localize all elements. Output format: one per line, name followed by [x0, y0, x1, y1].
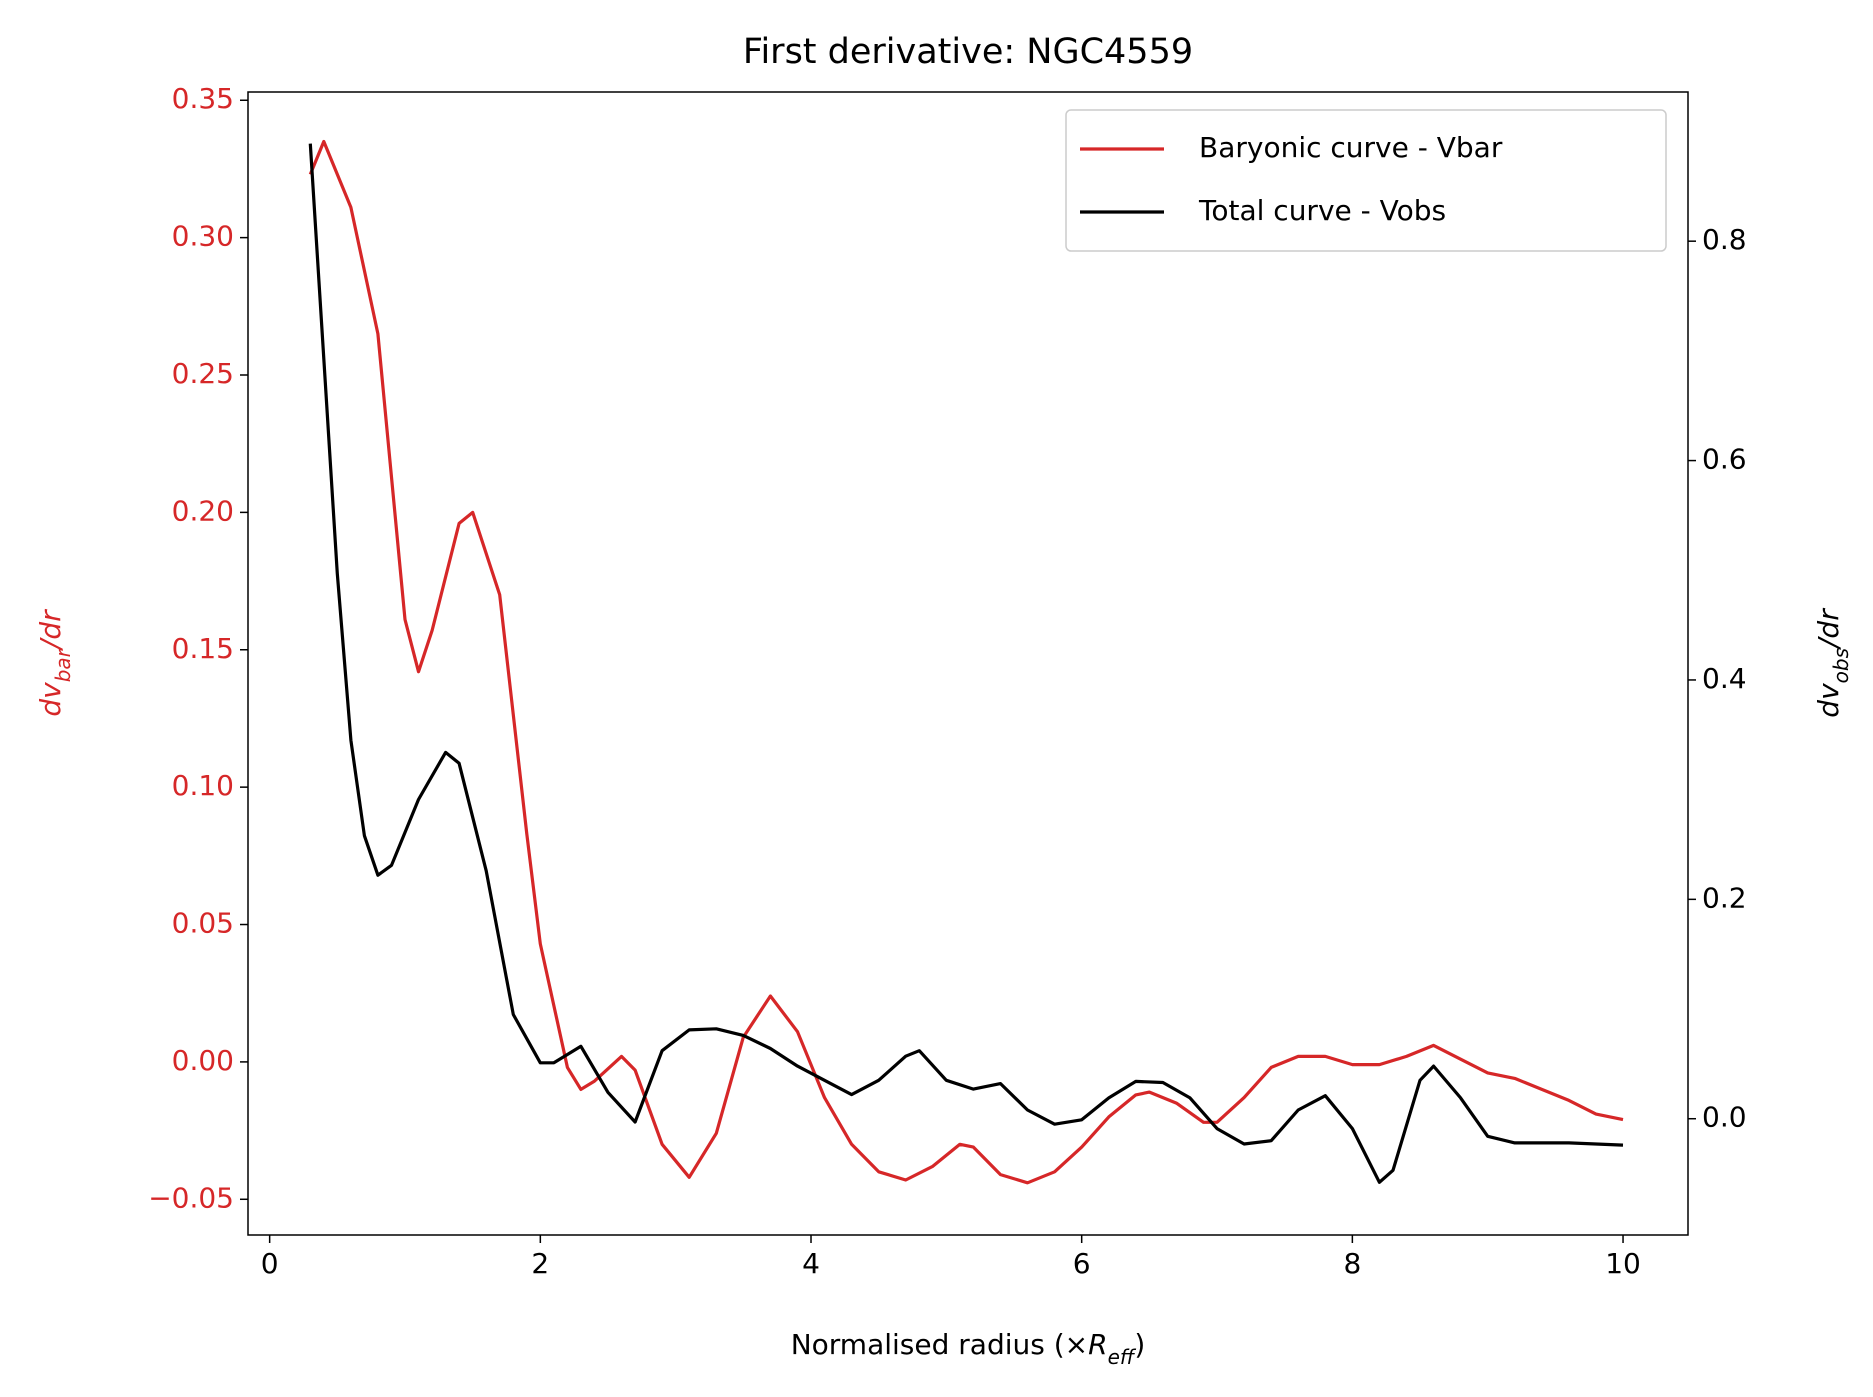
y2-tick-label: 0.4: [1702, 662, 1747, 695]
x-tick-label: 0: [261, 1247, 279, 1280]
chart-title: First derivative: NGC4559: [743, 32, 1193, 72]
legend-label: Baryonic curve - Vbar: [1199, 131, 1503, 164]
x-axis-label-part: R: [1088, 1328, 1107, 1361]
y-tick-label: 0.05: [172, 907, 234, 940]
y-tick-label: 0.15: [172, 632, 234, 665]
x-tick-label: 6: [1073, 1247, 1091, 1280]
y-tick-label: 0.10: [172, 769, 234, 802]
legend-label: Total curve - Vobs: [1198, 194, 1446, 227]
x-tick-label: 8: [1343, 1247, 1361, 1280]
x-axis-label: Normalised radius (×Reff): [791, 1328, 1146, 1369]
y2-tick-label: 0.8: [1702, 223, 1747, 256]
y2-tick-label: 0.2: [1702, 881, 1747, 914]
y2-tick-label: 0.0: [1702, 1101, 1747, 1134]
legend-box: [1065, 109, 1667, 252]
x-axis-label-part: Normalised radius (×: [791, 1328, 1088, 1361]
y2-axis-label-part: dv: [1812, 683, 1845, 718]
y2-axis-label: dvobs/dr: [1812, 608, 1853, 718]
x-axis-label-part: eff: [1108, 1345, 1137, 1369]
line: [308, 143, 1624, 1184]
y-axis-label-part: /dr: [34, 609, 67, 652]
y-tick-label: −0.05: [148, 1181, 234, 1214]
x-tick-label: 4: [802, 1247, 820, 1280]
x-axis-label-part: ): [1134, 1328, 1145, 1361]
y-tick-label: 0.20: [172, 494, 234, 527]
y-tick-label: 0.00: [172, 1044, 234, 1077]
x-tick-label: 10: [1605, 1247, 1641, 1280]
y-axis-label: dvbar/dr: [34, 609, 75, 717]
line: [308, 139, 1624, 1185]
y2-axis-label-part: /dr: [1812, 608, 1845, 651]
y-axis-label-part: dv: [34, 682, 67, 717]
y2-axis-label-part: obs: [1829, 648, 1853, 683]
x-tick-label: 2: [531, 1247, 549, 1280]
y-tick-label: 0.25: [172, 357, 234, 390]
y-tick-label: 0.35: [172, 82, 234, 115]
y2-tick-label: 0.6: [1702, 443, 1747, 476]
y-axis-label-part: bar: [51, 647, 75, 682]
y-tick-label: 0.30: [172, 220, 234, 253]
plot-frame: [247, 91, 1689, 1236]
